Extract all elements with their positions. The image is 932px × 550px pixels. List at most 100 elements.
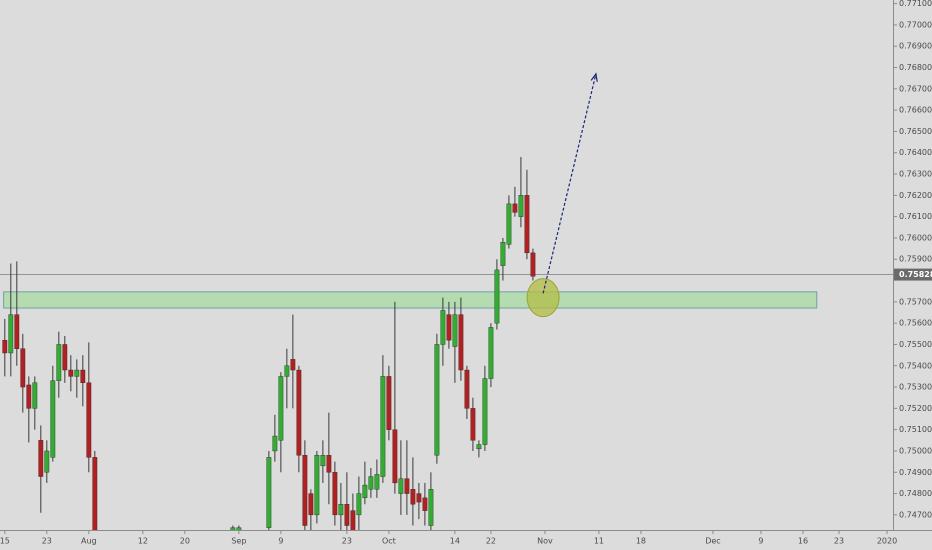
y-tick-label: 0.74800	[899, 489, 932, 498]
candle-body	[332, 472, 338, 516]
candle-body	[470, 408, 476, 441]
candle-body	[314, 455, 320, 516]
candle-body	[494, 269, 500, 324]
y-tick-label: 0.75600	[899, 319, 932, 328]
y-tick-label: 0.76500	[899, 127, 932, 136]
y-tick-label: 0.76600	[899, 106, 932, 115]
y-tick-label: 0.74900	[899, 468, 932, 477]
y-tick-label: 0.77100	[899, 0, 932, 8]
candle-body	[368, 476, 374, 490]
y-tick-label: 0.75900	[899, 255, 932, 264]
candle-body	[416, 493, 422, 503]
candle-body	[320, 455, 326, 467]
candle-body	[512, 203, 518, 213]
candle-body	[482, 378, 488, 445]
y-tick-label: 0.76300	[899, 170, 932, 179]
y-tick-label: 0.74700	[899, 510, 932, 519]
candle-body	[524, 195, 530, 254]
candle-body	[20, 348, 26, 388]
candle-body	[74, 369, 80, 377]
candle-body	[392, 429, 398, 484]
candle-body	[32, 382, 38, 409]
candle-body	[302, 455, 308, 526]
x-tick-label: 23	[834, 537, 844, 546]
projection-arrow	[542, 73, 597, 294]
candle-body	[284, 365, 290, 377]
candle-body	[362, 484, 368, 499]
last-price-label: 0.75828	[899, 270, 932, 279]
y-tick-label: 0.75700	[899, 297, 932, 306]
candle-body	[56, 344, 62, 381]
x-tick-label: 14	[450, 537, 460, 546]
x-tick-label: 9	[758, 537, 763, 546]
y-tick-label: 0.75200	[899, 404, 932, 413]
candle-body	[488, 327, 494, 379]
candle-body	[476, 444, 482, 450]
candle-body	[14, 314, 20, 349]
x-tick-label: 12	[138, 537, 148, 546]
candle-body	[440, 310, 446, 345]
candle-body	[266, 457, 272, 528]
x-tick-label: Aug	[81, 537, 97, 546]
x-tick-label: 20	[180, 537, 190, 546]
x-tick-label: 18	[636, 537, 646, 546]
y-tick-label: 0.76700	[899, 84, 932, 93]
y-tick-label: 0.75000	[899, 446, 932, 455]
candle-body	[44, 450, 50, 473]
candle-body	[92, 457, 98, 530]
plot-area	[0, 72, 893, 530]
x-tick-label: 23	[42, 537, 52, 546]
candle-body	[434, 344, 440, 456]
candle-body	[446, 314, 452, 341]
x-tick-label: Nov	[537, 537, 553, 546]
candle-body	[8, 314, 14, 354]
x-tick-label: 9	[278, 537, 283, 546]
candle-body	[452, 314, 458, 347]
candle-body	[458, 314, 464, 371]
y-tick-label: 0.76200	[899, 191, 932, 200]
x-tick-label: 15	[0, 537, 10, 546]
y-tick-label: 0.75400	[899, 361, 932, 370]
candle-body	[386, 376, 392, 430]
highlight-circle	[526, 278, 560, 318]
x-tick-label: Oct	[382, 537, 396, 546]
x-tick-label: 22	[486, 537, 496, 546]
candle-body	[80, 369, 86, 384]
y-tick-label: 0.75300	[899, 383, 932, 392]
candle-body	[236, 527, 242, 530]
support-zone	[3, 291, 818, 309]
y-tick-label: 0.76900	[899, 42, 932, 51]
x-tick-label: Dec	[705, 537, 720, 546]
candle-body	[62, 344, 68, 371]
x-tick-label: 2020	[877, 537, 897, 546]
candle-body	[290, 359, 296, 371]
candle-body	[278, 376, 284, 441]
candle-body	[326, 455, 332, 473]
candle-body	[308, 493, 314, 516]
candle-body	[338, 504, 344, 516]
candle-body	[68, 369, 74, 377]
y-tick-label: 0.76400	[899, 148, 932, 157]
candle-body	[296, 369, 302, 456]
candle-body	[428, 489, 434, 526]
candle-body	[272, 435, 278, 452]
candle-body	[398, 478, 404, 494]
candle-body	[26, 384, 32, 409]
candle-body	[356, 493, 362, 516]
candle-body	[410, 489, 416, 505]
last-price-badge	[894, 268, 932, 281]
x-tick-label: 11	[594, 537, 604, 546]
y-tick-label: 0.75500	[899, 340, 932, 349]
y-tick-label: 0.77000	[899, 20, 932, 29]
x-tick-label: Sep	[231, 537, 246, 546]
candle-body	[380, 376, 386, 477]
candle-body	[38, 440, 44, 477]
candle-body	[86, 382, 92, 458]
y-tick-label: 0.76000	[899, 233, 932, 242]
candle-body	[374, 474, 380, 490]
y-tick-label: 0.76100	[899, 212, 932, 221]
candle-body	[464, 369, 470, 409]
